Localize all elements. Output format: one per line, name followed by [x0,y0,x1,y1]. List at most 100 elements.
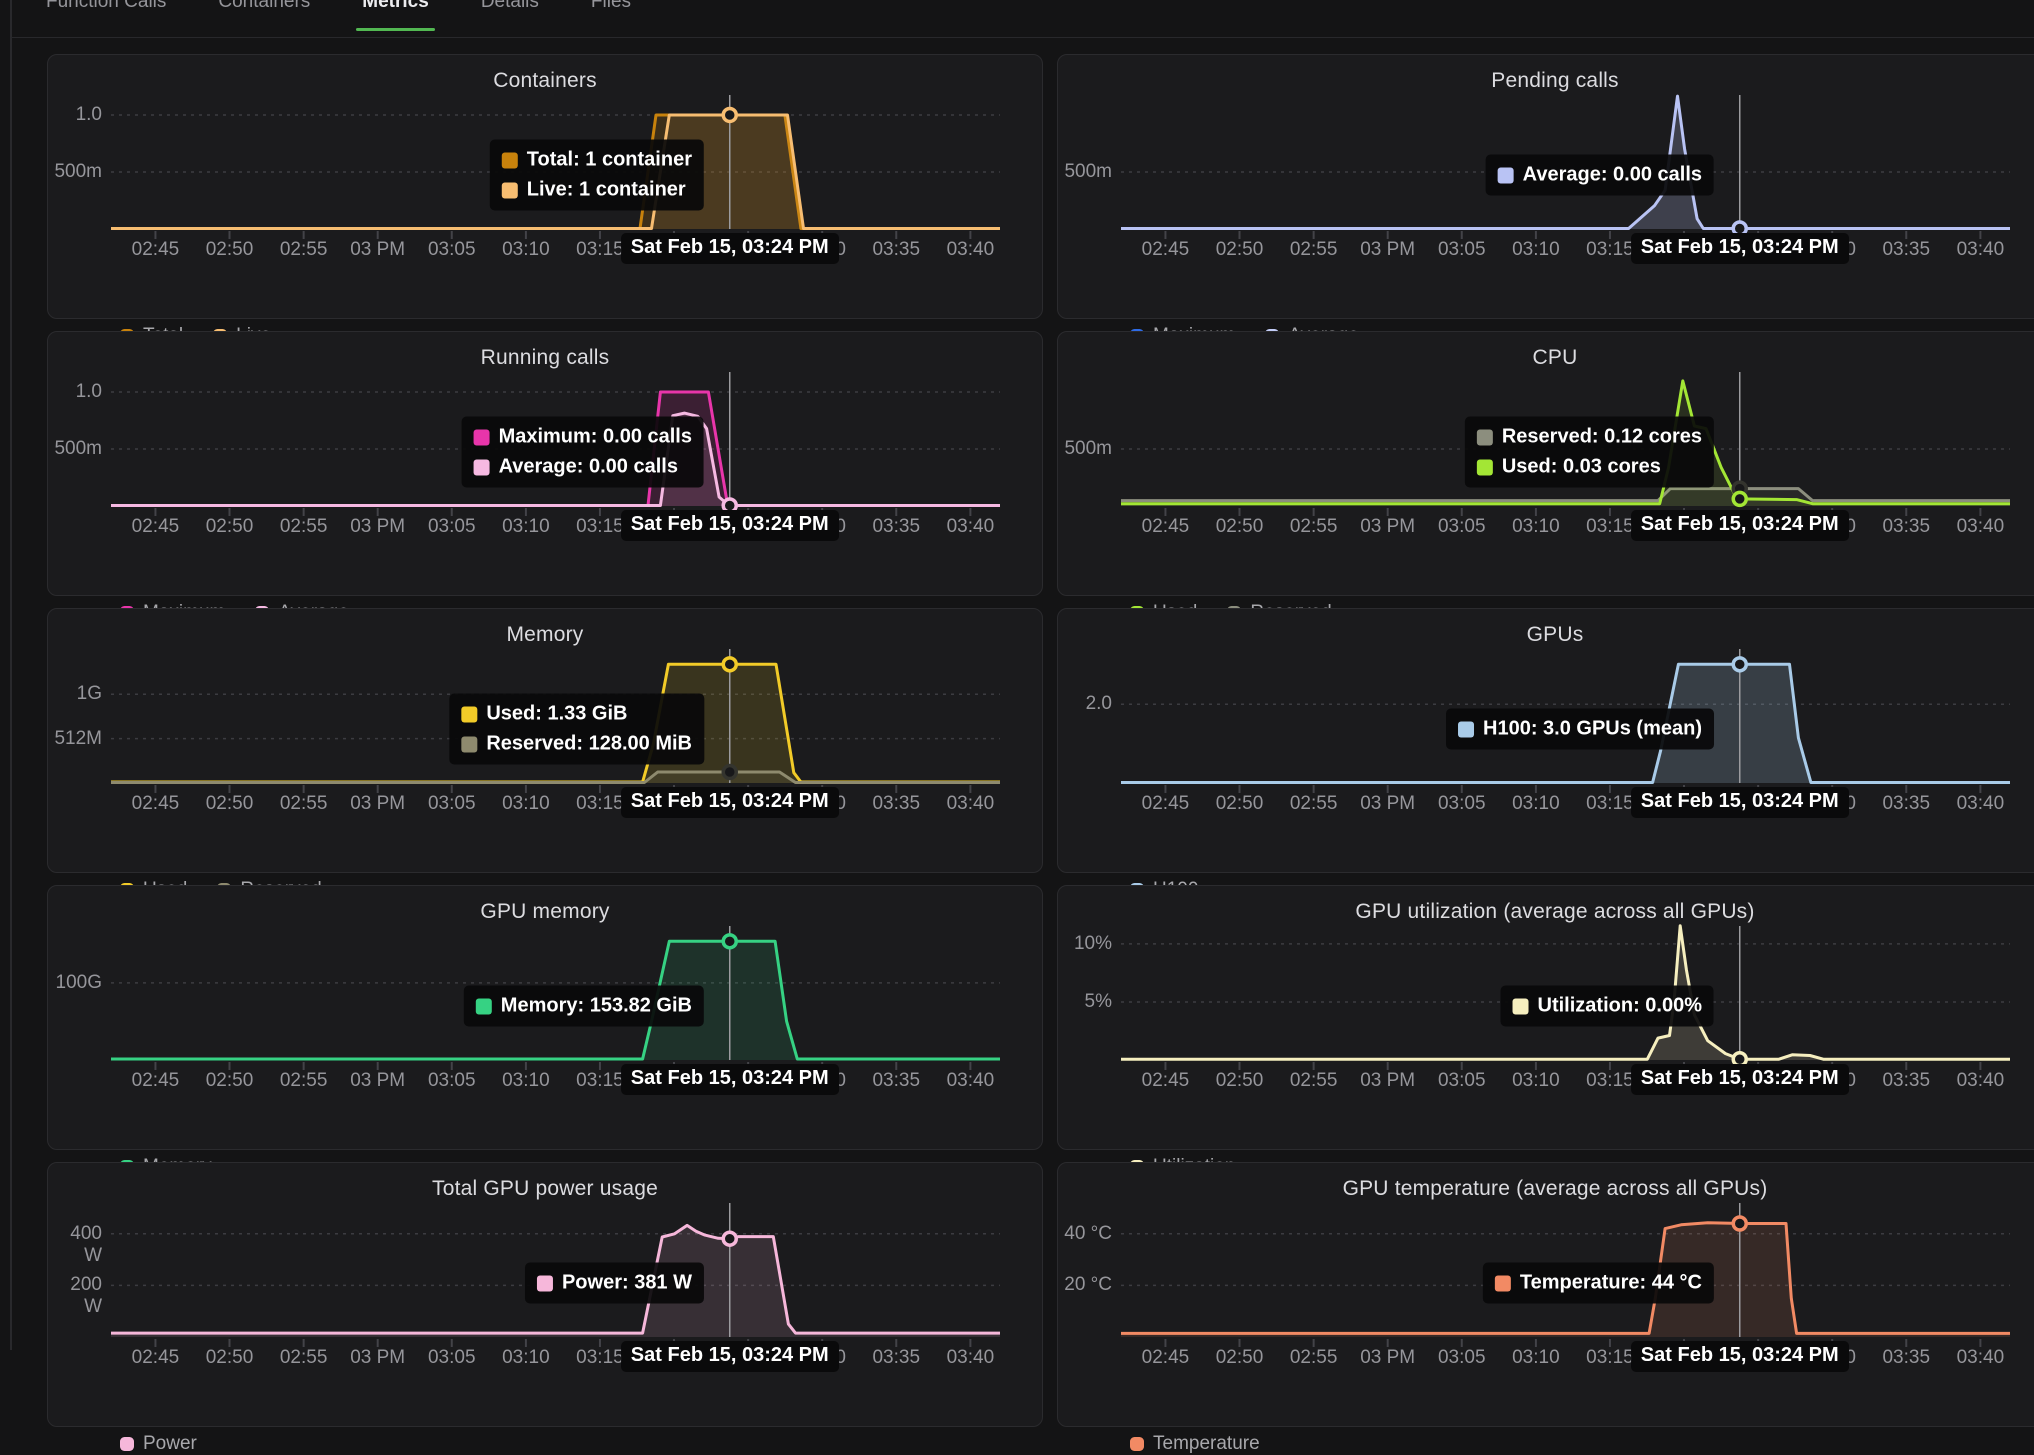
x-axis-label: 03:15 [1586,516,1634,537]
x-axis-label: 02:45 [131,793,180,814]
tooltip-series-swatch [536,1275,553,1291]
tab-metrics[interactable]: Metrics [356,0,435,31]
date-tooltip: Sat Feb 15, 03:24 PM [1630,510,1849,541]
tooltip-row: Total: 1 container [501,149,692,172]
series-fill-used [111,664,1000,783]
chart-title: GPUs [1526,623,1584,646]
tooltip-text: Memory: 153.82 GiB [500,994,692,1017]
date-tooltip: Sat Feb 15, 03:24 PM [1630,1064,1849,1095]
chart-panel-containers: Containers 1.0 500m 02:45 02:50 02:55 03 PM 03:… [47,54,1043,346]
x-axis-label: 03:15 [1586,239,1634,260]
chart-panel-gpu-temperature: GPU temperature (average across all GPUs… [1057,1162,2034,1454]
series-line-average [1121,94,2010,230]
tab-containers[interactable]: Containers [218,0,310,13]
x-axis-label: 03:05 [1437,516,1486,537]
y-axis-label: 400 W [70,1222,102,1266]
chart-canvas[interactable] [1121,1201,2010,1349]
chart-title: CPU [1532,346,1578,369]
x-axis-label: 03:05 [427,793,476,814]
tooltip-text: Used: 0.03 cores [1501,455,1661,478]
y-axis-label: 200 W [70,1274,102,1318]
tooltip-series-swatch [1512,998,1529,1014]
tab-label: Function Calls [46,0,167,12]
legend-swatch [120,1437,134,1451]
date-tooltip: Sat Feb 15, 03:24 PM [620,510,839,541]
x-axis-label: 03:35 [1882,516,1931,537]
chart-title: Containers [493,69,597,92]
tooltip-row: H100: 3.0 GPUs (mean) [1458,718,1702,741]
x-axis-label: 02:55 [1289,1070,1338,1091]
tab-label: Files [590,0,632,12]
chart-title: Total GPU power usage [432,1177,658,1200]
tooltip-text: Average: 0.00 calls [1522,163,1702,186]
tooltip-series-swatch [501,182,518,198]
x-axis-label: 03:10 [1512,793,1560,814]
tooltip-row: Memory: 153.82 GiB [475,994,692,1018]
y-axis-label: 500m [54,160,102,182]
date-tooltip: Sat Feb 15, 03:24 PM [1630,233,1849,264]
chart-tooltip: Memory: 153.82 GiB [463,985,704,1027]
x-axis-label: 03:10 [1512,239,1560,260]
tab-files[interactable]: Files [591,0,631,13]
chart-canvas[interactable] [1121,647,2010,795]
series-fill-power [111,1225,1000,1337]
x-axis-label: 03:40 [946,1347,995,1368]
x-axis-label: 03 PM [1360,793,1416,814]
tooltip-series-swatch [1458,721,1475,737]
tab-label: Details [480,0,539,12]
chart-canvas[interactable] [111,647,1000,795]
chart-title: GPU utilization (average across all GPUs… [1355,900,1755,923]
crosshair-marker [721,106,738,124]
chart-panel-pending-calls: Pending calls 500m 02:45 02:50 02:55 03 PM 03:… [1057,54,2034,346]
y-axis-label: 100G [55,971,102,993]
x-axis-label: 02:45 [1141,793,1190,814]
x-axis-label: 03:05 [1437,1070,1486,1091]
chart-canvas[interactable] [111,93,1000,241]
x-axis-label: 03 PM [350,793,406,814]
series-fill-memory [111,941,1000,1060]
x-axis-label: 02:45 [1141,239,1190,260]
chart-panel-running-calls: Running calls 1.0 500m 02:45 02:50 02:55 03 PM… [47,331,1043,623]
y-axis-label: 512M [54,727,102,749]
tooltip-row: Reserved: 0.12 cores [1476,426,1702,449]
chart-canvas[interactable] [1121,924,2010,1072]
legend-item-temperature[interactable]: Temperature [1130,1433,1260,1455]
x-axis-label: 02:55 [279,516,328,537]
x-axis-label: 02:50 [1215,1070,1264,1091]
chart-title: Memory [506,623,584,646]
tooltip-text: Live: 1 container [526,178,686,201]
x-axis-label: 03:05 [1437,793,1486,814]
series-line-reserved [1121,487,2010,503]
date-tooltip: Sat Feb 15, 03:24 PM [620,787,839,818]
x-axis-label: 02:55 [279,1347,328,1368]
date-tooltip: Sat Feb 15, 03:24 PM [1630,787,1849,818]
chart-panel-memory: Memory 1G 512M 02:45 02:50 02:55 03 PM 03:05 03:… [47,608,1043,900]
date-tooltip: Sat Feb 15, 03:24 PM [620,1064,839,1095]
tooltip-series-swatch [1494,1275,1511,1291]
chart-canvas[interactable] [111,924,1000,1072]
x-axis-label: 03:15 [1586,1070,1634,1091]
tooltip-row: Maximum: 0.00 calls [473,426,692,449]
x-axis-label: 02:50 [205,793,254,814]
date-tooltip: Sat Feb 15, 03:24 PM [620,1341,839,1372]
tooltip-series-swatch [473,429,490,445]
tooltip-row: Average: 0.00 calls [1497,163,1702,187]
tooltip-series-swatch [1476,459,1493,475]
x-axis-label: 02:55 [279,1070,328,1091]
series-fill-reserved [111,772,1000,783]
chart-title: GPU memory [480,900,610,923]
y-axis-label: 2.0 [1085,693,1112,715]
tooltip-text: Utilization: 0.00% [1537,994,1702,1017]
x-axis-label: 02:50 [1215,516,1264,537]
tab-function-calls[interactable]: Function Calls [46,0,166,13]
tab-nav: Function Calls Containers Metrics Details Fi… [46,0,631,31]
crosshair-marker [721,1230,738,1247]
x-axis-label: 02:55 [1289,1347,1338,1368]
crosshair-marker [1731,656,1748,673]
x-axis-label: 03 PM [1360,1347,1416,1368]
y-axis-label: 500m [1064,160,1112,182]
tab-bar: Function Calls Containers Metrics Details Fi… [11,0,2034,38]
x-axis-label: 03 PM [350,239,406,260]
tab-details[interactable]: Details [481,0,539,13]
legend-item-power[interactable]: Power [120,1433,197,1455]
